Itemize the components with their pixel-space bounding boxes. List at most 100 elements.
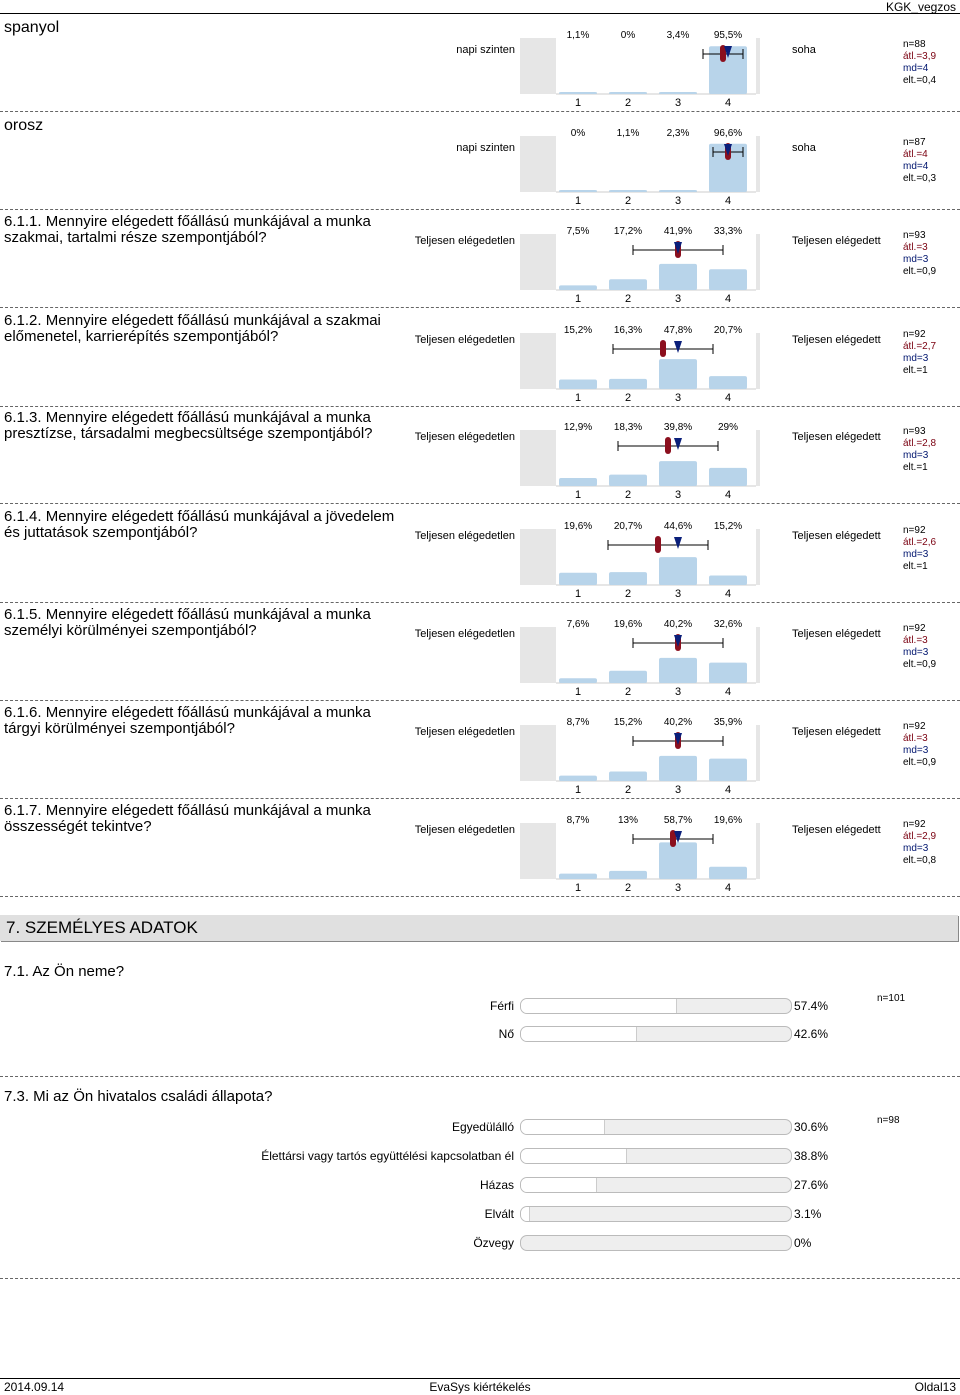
distribution-bar xyxy=(659,461,697,486)
scale-tick-label: 4 xyxy=(725,686,731,698)
scale-tick-label: 2 xyxy=(625,882,631,894)
scale-tick-label: 1 xyxy=(575,686,581,698)
footer-page: Oldal13 xyxy=(914,1380,956,1394)
scale-tick-label: 3 xyxy=(675,489,681,501)
stat-deviation: elt.=0,4 xyxy=(903,75,937,86)
bar-percent-label: 19,6% xyxy=(564,521,592,532)
bar-percent-label: 19,6% xyxy=(714,815,742,826)
stat-average: átl.=2,7 xyxy=(903,341,937,352)
section-title: 7. SZEMÉLYES ADATOK xyxy=(6,918,198,937)
question-block: 6.1.4. Mennyire elégedett főállású munká… xyxy=(0,505,960,603)
question-block: 6.1.3. Mennyire elégedett főállású munká… xyxy=(0,406,960,504)
average-marker xyxy=(660,340,666,357)
section-banner: 7. SZEMÉLYES ADATOK xyxy=(0,915,958,941)
distribution-bar xyxy=(709,866,747,879)
scale-tick-label: 2 xyxy=(625,784,631,796)
scale-tick-label: 1 xyxy=(575,784,581,796)
bar-percent-label: 19,6% xyxy=(614,619,642,630)
bar-percent-label: 33,3% xyxy=(714,226,742,237)
chart-side-panel xyxy=(520,430,556,486)
scale-tick-label: 3 xyxy=(675,784,681,796)
distribution-chart: 8,7% 1 13% 2 58,7% 3 19,6% 4 xyxy=(520,815,760,894)
bar-percent-label: 20,7% xyxy=(614,521,642,532)
scale-tick-label: 1 xyxy=(575,882,581,894)
distribution-bar xyxy=(609,279,647,290)
distribution-bar xyxy=(709,467,747,486)
question-title: 6.1.3. Mennyire elégedett főállású munká… xyxy=(4,409,373,442)
stats: n=93 átl.=2,8 md=3 elt.=1 xyxy=(903,426,936,474)
distribution-bar xyxy=(609,378,647,389)
chart-side-panel xyxy=(756,234,760,290)
question-title: 6.1.6. Mennyire elégedett főállású munká… xyxy=(4,704,371,737)
divider xyxy=(0,1076,960,1077)
scale-right-label: Teljesen elégedett xyxy=(792,824,881,836)
distribution-bar xyxy=(709,758,747,781)
footer-date: 2014.09.14 xyxy=(4,1380,65,1394)
scale-tick-label: 4 xyxy=(725,195,731,207)
scale-tick-label: 3 xyxy=(675,686,681,698)
distribution-bar xyxy=(659,557,697,585)
scale-tick-label: 2 xyxy=(625,97,631,109)
scale-right-label: Teljesen elégedett xyxy=(792,628,881,640)
median-marker xyxy=(674,635,682,647)
distribution-bar xyxy=(659,657,697,683)
stats: n=88 átl.=3,9 md=4 elt.=0,4 xyxy=(903,39,936,87)
bar-percent-label: 16,3% xyxy=(614,325,642,336)
distribution-chart: 12,9% 1 18,3% 2 39,8% 3 29% 4 xyxy=(520,422,760,501)
distribution-bar xyxy=(559,379,597,389)
scale-left-label: Teljesen elégedetlen xyxy=(414,628,515,640)
stat-deviation: elt.=1 xyxy=(903,462,928,473)
scale-tick-label: 4 xyxy=(725,97,731,109)
bar-percent-label: 8,7% xyxy=(567,717,590,728)
distribution-bar xyxy=(659,263,697,290)
bar-percent-label: 2,3% xyxy=(667,128,690,139)
distribution-bar xyxy=(559,572,597,585)
chart-side-panel xyxy=(756,529,760,585)
stat-deviation: elt.=0,8 xyxy=(903,855,937,866)
chart-side-panel xyxy=(520,38,556,94)
stat-n: n=87 xyxy=(903,137,926,148)
distribution-chart: 19,6% 1 20,7% 2 44,6% 3 15,2% 4 xyxy=(520,521,760,600)
bar-percent-label: 15,2% xyxy=(614,717,642,728)
distribution-bar xyxy=(659,359,697,389)
option-bar xyxy=(520,1148,792,1164)
stats: n=92 átl.=2,6 md=3 elt.=1 xyxy=(903,525,936,573)
distribution-bar xyxy=(609,870,647,879)
median-marker xyxy=(724,46,732,58)
option-percent: 0% xyxy=(794,1236,812,1250)
bar-percent-label: 3,4% xyxy=(667,30,690,41)
option-bar-fill xyxy=(521,1207,531,1221)
distribution-bar xyxy=(609,190,647,192)
bar-percent-label: 41,9% xyxy=(664,226,692,237)
scale-left-label: Teljesen elégedetlen xyxy=(414,726,515,738)
stat-average: átl.=2,8 xyxy=(903,438,937,449)
scale-tick-label: 3 xyxy=(675,97,681,109)
scale-left-label: napi szinten xyxy=(456,44,515,56)
option-label: Férfi xyxy=(490,999,514,1013)
distribution-bar xyxy=(709,662,747,683)
question-title: 6.1.2. Mennyire elégedett főállású munká… xyxy=(4,312,381,345)
bar-percent-label: 96,6% xyxy=(714,128,742,139)
distribution-bar xyxy=(609,92,647,94)
median-marker xyxy=(724,144,732,156)
scale-tick-label: 2 xyxy=(625,489,631,501)
distribution-bar xyxy=(559,873,597,879)
median-marker xyxy=(674,242,682,254)
divider xyxy=(0,700,960,701)
footer-center: EvaSys kiértékelés xyxy=(429,1380,531,1394)
option-bar-fill xyxy=(521,1178,597,1192)
option-percent: 38.8% xyxy=(794,1149,829,1163)
distribution-chart: 15,2% 1 16,3% 2 47,8% 3 20,7% 4 xyxy=(520,325,760,404)
stat-median: md=4 xyxy=(903,63,929,74)
bar-percent-label: 40,2% xyxy=(664,717,692,728)
question-title: orosz xyxy=(4,117,44,134)
divider xyxy=(0,111,960,112)
stat-median: md=3 xyxy=(903,647,929,658)
marital-question: 7.3. Mi az Ön hivatalos családi állapota… xyxy=(4,1088,273,1105)
stat-n: n=92 xyxy=(903,623,926,634)
scale-tick-label: 2 xyxy=(625,392,631,404)
bar-percent-label: 13% xyxy=(618,815,638,826)
bar-percent-label: 0% xyxy=(621,30,636,41)
scale-tick-label: 1 xyxy=(575,588,581,600)
stats: n=92 átl.=2,7 md=3 elt.=1 xyxy=(903,329,936,377)
